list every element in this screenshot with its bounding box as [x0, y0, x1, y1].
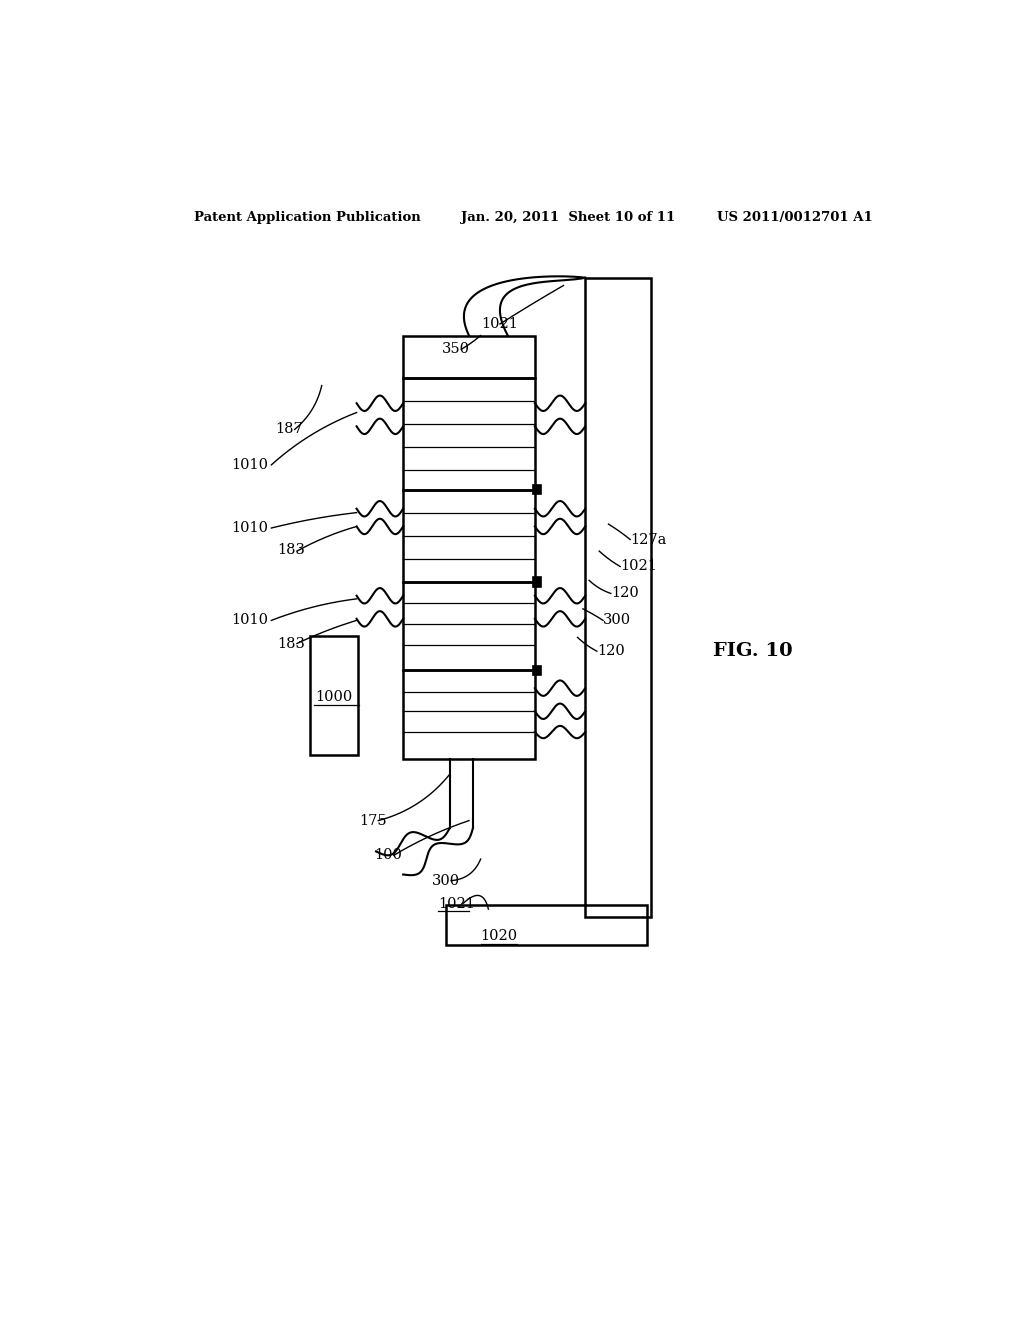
Text: Jan. 20, 2011  Sheet 10 of 11: Jan. 20, 2011 Sheet 10 of 11 [461, 211, 676, 224]
Bar [403, 378, 535, 490]
Text: 1010: 1010 [231, 614, 268, 627]
Text: 300: 300 [432, 874, 460, 887]
Bar [534, 484, 541, 494]
Text: 175: 175 [359, 813, 387, 828]
Bar [586, 277, 651, 917]
Text: 120: 120 [597, 644, 625, 659]
Bar [403, 671, 535, 759]
Text: 100: 100 [375, 849, 402, 862]
Text: 1020: 1020 [480, 929, 518, 942]
Bar [403, 335, 535, 378]
Text: 120: 120 [611, 586, 639, 601]
Text: 183: 183 [278, 636, 305, 651]
Text: 1000: 1000 [315, 690, 353, 705]
Text: 1021: 1021 [621, 560, 657, 573]
Text: 350: 350 [442, 342, 470, 356]
Text: 127a: 127a [630, 532, 667, 546]
Bar [310, 636, 358, 755]
Bar [403, 582, 535, 671]
Text: 1021: 1021 [438, 896, 475, 911]
Text: 300: 300 [603, 614, 631, 627]
Bar [534, 665, 541, 675]
Text: 1010: 1010 [231, 458, 268, 471]
Text: 1010: 1010 [231, 521, 268, 535]
Bar [445, 906, 647, 945]
Bar [534, 577, 541, 586]
Bar [403, 490, 535, 582]
Text: Patent Application Publication: Patent Application Publication [194, 211, 421, 224]
Text: 1021: 1021 [481, 317, 518, 331]
Text: 187: 187 [275, 422, 303, 437]
Text: FIG. 10: FIG. 10 [713, 643, 793, 660]
Text: US 2011/0012701 A1: US 2011/0012701 A1 [717, 211, 872, 224]
Text: 183: 183 [278, 543, 305, 557]
